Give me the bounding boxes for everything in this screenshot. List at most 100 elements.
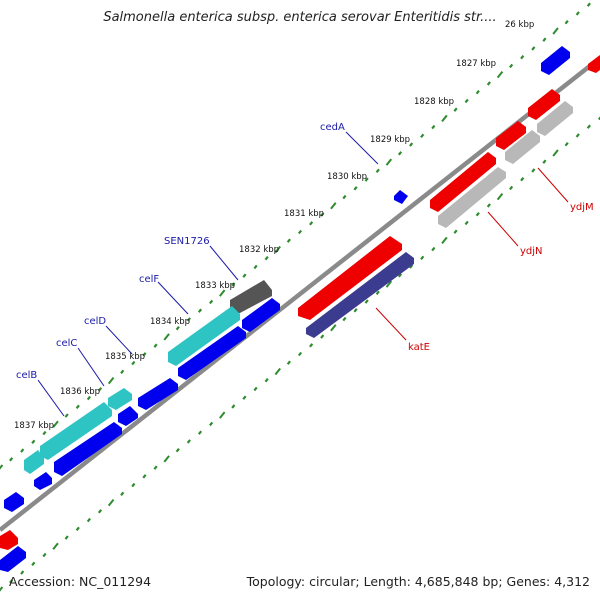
gene-arrow-forward[interactable] — [54, 422, 122, 476]
gene-label-ydjN[interactable]: ydjN — [520, 246, 543, 257]
gene-arrow-forward[interactable] — [34, 472, 52, 490]
ruler-tick — [542, 37, 547, 42]
gene-arrow-forward[interactable] — [242, 298, 280, 332]
ruler-tick — [409, 142, 414, 147]
ruler-tick — [520, 54, 525, 60]
gene-arrow-forward[interactable] — [4, 492, 24, 512]
ruler-tick — [142, 474, 147, 479]
tick-label-1837: 1837 kbp — [14, 421, 54, 431]
gene-arrow-cyan[interactable] — [24, 450, 44, 474]
ruler-tick — [453, 229, 458, 234]
gene-arrow-SEN1726[interactable] — [230, 280, 272, 314]
ruler-tick — [0, 586, 4, 592]
ruler-tick — [274, 367, 281, 376]
ruler-tick — [441, 114, 448, 122]
gene-arrow-forward[interactable] — [178, 326, 246, 380]
leader-celD — [105, 325, 133, 355]
ruler-tick — [231, 404, 236, 409]
gene-arrow-gray[interactable] — [505, 130, 540, 164]
ruler-tick — [397, 273, 403, 278]
ruler-tick — [531, 46, 536, 51]
ruler-tick — [31, 561, 36, 566]
ruler-tick — [120, 369, 125, 375]
ruler-tick — [441, 236, 448, 244]
ruler-tick — [142, 352, 147, 357]
gene-arrow-reverse[interactable] — [588, 55, 600, 73]
ruler-tick — [242, 395, 247, 400]
ruler-tick — [107, 376, 115, 385]
gene-arrow-forward[interactable] — [394, 190, 408, 204]
gene-arrow-forward[interactable] — [138, 378, 178, 410]
ruler-tick — [86, 517, 91, 523]
gene-label-katE[interactable]: katE — [408, 342, 430, 353]
ruler-tick — [496, 193, 504, 201]
leader-celB — [37, 379, 65, 417]
ruler-tick — [42, 552, 47, 558]
ruler-tick — [575, 133, 580, 138]
ruler-tick — [420, 133, 425, 139]
ruler-tick — [353, 308, 358, 313]
tick-label-1830: 1830 kbp — [327, 172, 367, 182]
ruler-tick — [107, 498, 115, 507]
ruler-tick — [197, 308, 203, 313]
ruler-tick — [52, 420, 59, 428]
ruler-tick — [274, 245, 281, 254]
ruler-tick — [385, 158, 393, 166]
gene-label-leaders — [37, 131, 569, 417]
tick-label-1829: 1829 kbp — [370, 135, 410, 145]
gene-arrow-celB[interactable] — [40, 402, 112, 460]
ruler-tick — [397, 151, 403, 156]
ruler-tick — [186, 439, 191, 444]
ruler-tick — [520, 176, 525, 182]
ruler-tick — [552, 27, 559, 35]
gene-label-celD[interactable]: celD — [84, 316, 106, 327]
gene-label-celB[interactable]: celB — [16, 370, 37, 381]
ruler-tick — [52, 542, 59, 550]
ruler-tick — [297, 229, 303, 235]
ruler-tick — [385, 280, 393, 288]
gene-arrow-reverse[interactable] — [0, 530, 18, 550]
ruler-tick — [42, 430, 47, 436]
ruler-tick — [20, 570, 25, 575]
ruler-tick — [431, 124, 436, 130]
ruler-tick — [253, 264, 258, 270]
gene-label-celF[interactable]: celF — [139, 274, 159, 285]
ruler-tick — [175, 447, 180, 453]
ruler-tick — [0, 464, 4, 470]
gene-label-SEN1726[interactable]: SEN1726 — [164, 236, 210, 247]
gene-arrow-reverse[interactable] — [496, 121, 526, 150]
gene-label-cedA[interactable]: cedA — [320, 122, 345, 133]
gene-arrow-forward[interactable] — [541, 46, 570, 75]
ruler-tick — [586, 124, 591, 129]
ruler-tick — [475, 211, 480, 217]
ruler-tick — [264, 256, 269, 261]
ruler-tick — [409, 264, 414, 269]
gene-arrow-forward[interactable] — [118, 406, 138, 426]
ruler-tick — [286, 360, 291, 365]
ruler-tick — [75, 526, 80, 532]
ruler-tick — [375, 168, 380, 174]
ruler-tick — [464, 220, 469, 226]
gene-arrow-celF[interactable] — [168, 306, 240, 366]
gene-label-ydjM[interactable]: ydjM — [570, 202, 594, 213]
ruler-tick — [496, 71, 504, 79]
gene-arrow-gray[interactable] — [537, 101, 573, 136]
gene-arrow-forward[interactable] — [0, 546, 26, 572]
feature-track — [0, 46, 600, 572]
gene-arrow-reverse[interactable] — [430, 152, 496, 212]
accession-label: Accession: NC_011294 — [9, 574, 152, 589]
ruler-tick — [486, 203, 491, 208]
ruler-tick — [453, 107, 458, 112]
gene-arrow-katE[interactable] — [298, 236, 402, 320]
gene-arrow-gray[interactable] — [438, 167, 506, 228]
gene-label-celC[interactable]: celC — [56, 338, 77, 349]
leader-cedA — [345, 131, 379, 165]
ruler-tick — [209, 299, 214, 305]
ruler-tick — [209, 421, 214, 427]
ruler-tick — [120, 491, 125, 497]
gene-arrow-celC[interactable] — [108, 388, 132, 410]
gene-arrow-reverse[interactable] — [528, 89, 560, 120]
gene-arrow-katE-navy[interactable] — [306, 252, 414, 338]
